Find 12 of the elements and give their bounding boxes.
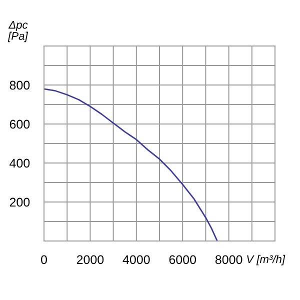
y-tick-label: 400 [10, 158, 30, 168]
y-tick-label: 800 [10, 80, 30, 90]
y-tick-label: 200 [10, 198, 30, 207]
x-tick-label: 4000 [122, 255, 150, 264]
x-tick-label: 2000 [76, 255, 104, 264]
x-axis-title: V [m³/h] [247, 254, 286, 266]
x-tick-label: 8000 [215, 255, 242, 264]
y-tick-label: 600 [10, 120, 30, 129]
x-tick-label: 6000 [169, 255, 196, 264]
x-tick-label: 0 [41, 255, 47, 264]
y-axis-title: Δpc [Pa] [8, 20, 28, 42]
line-series [44, 88, 218, 241]
